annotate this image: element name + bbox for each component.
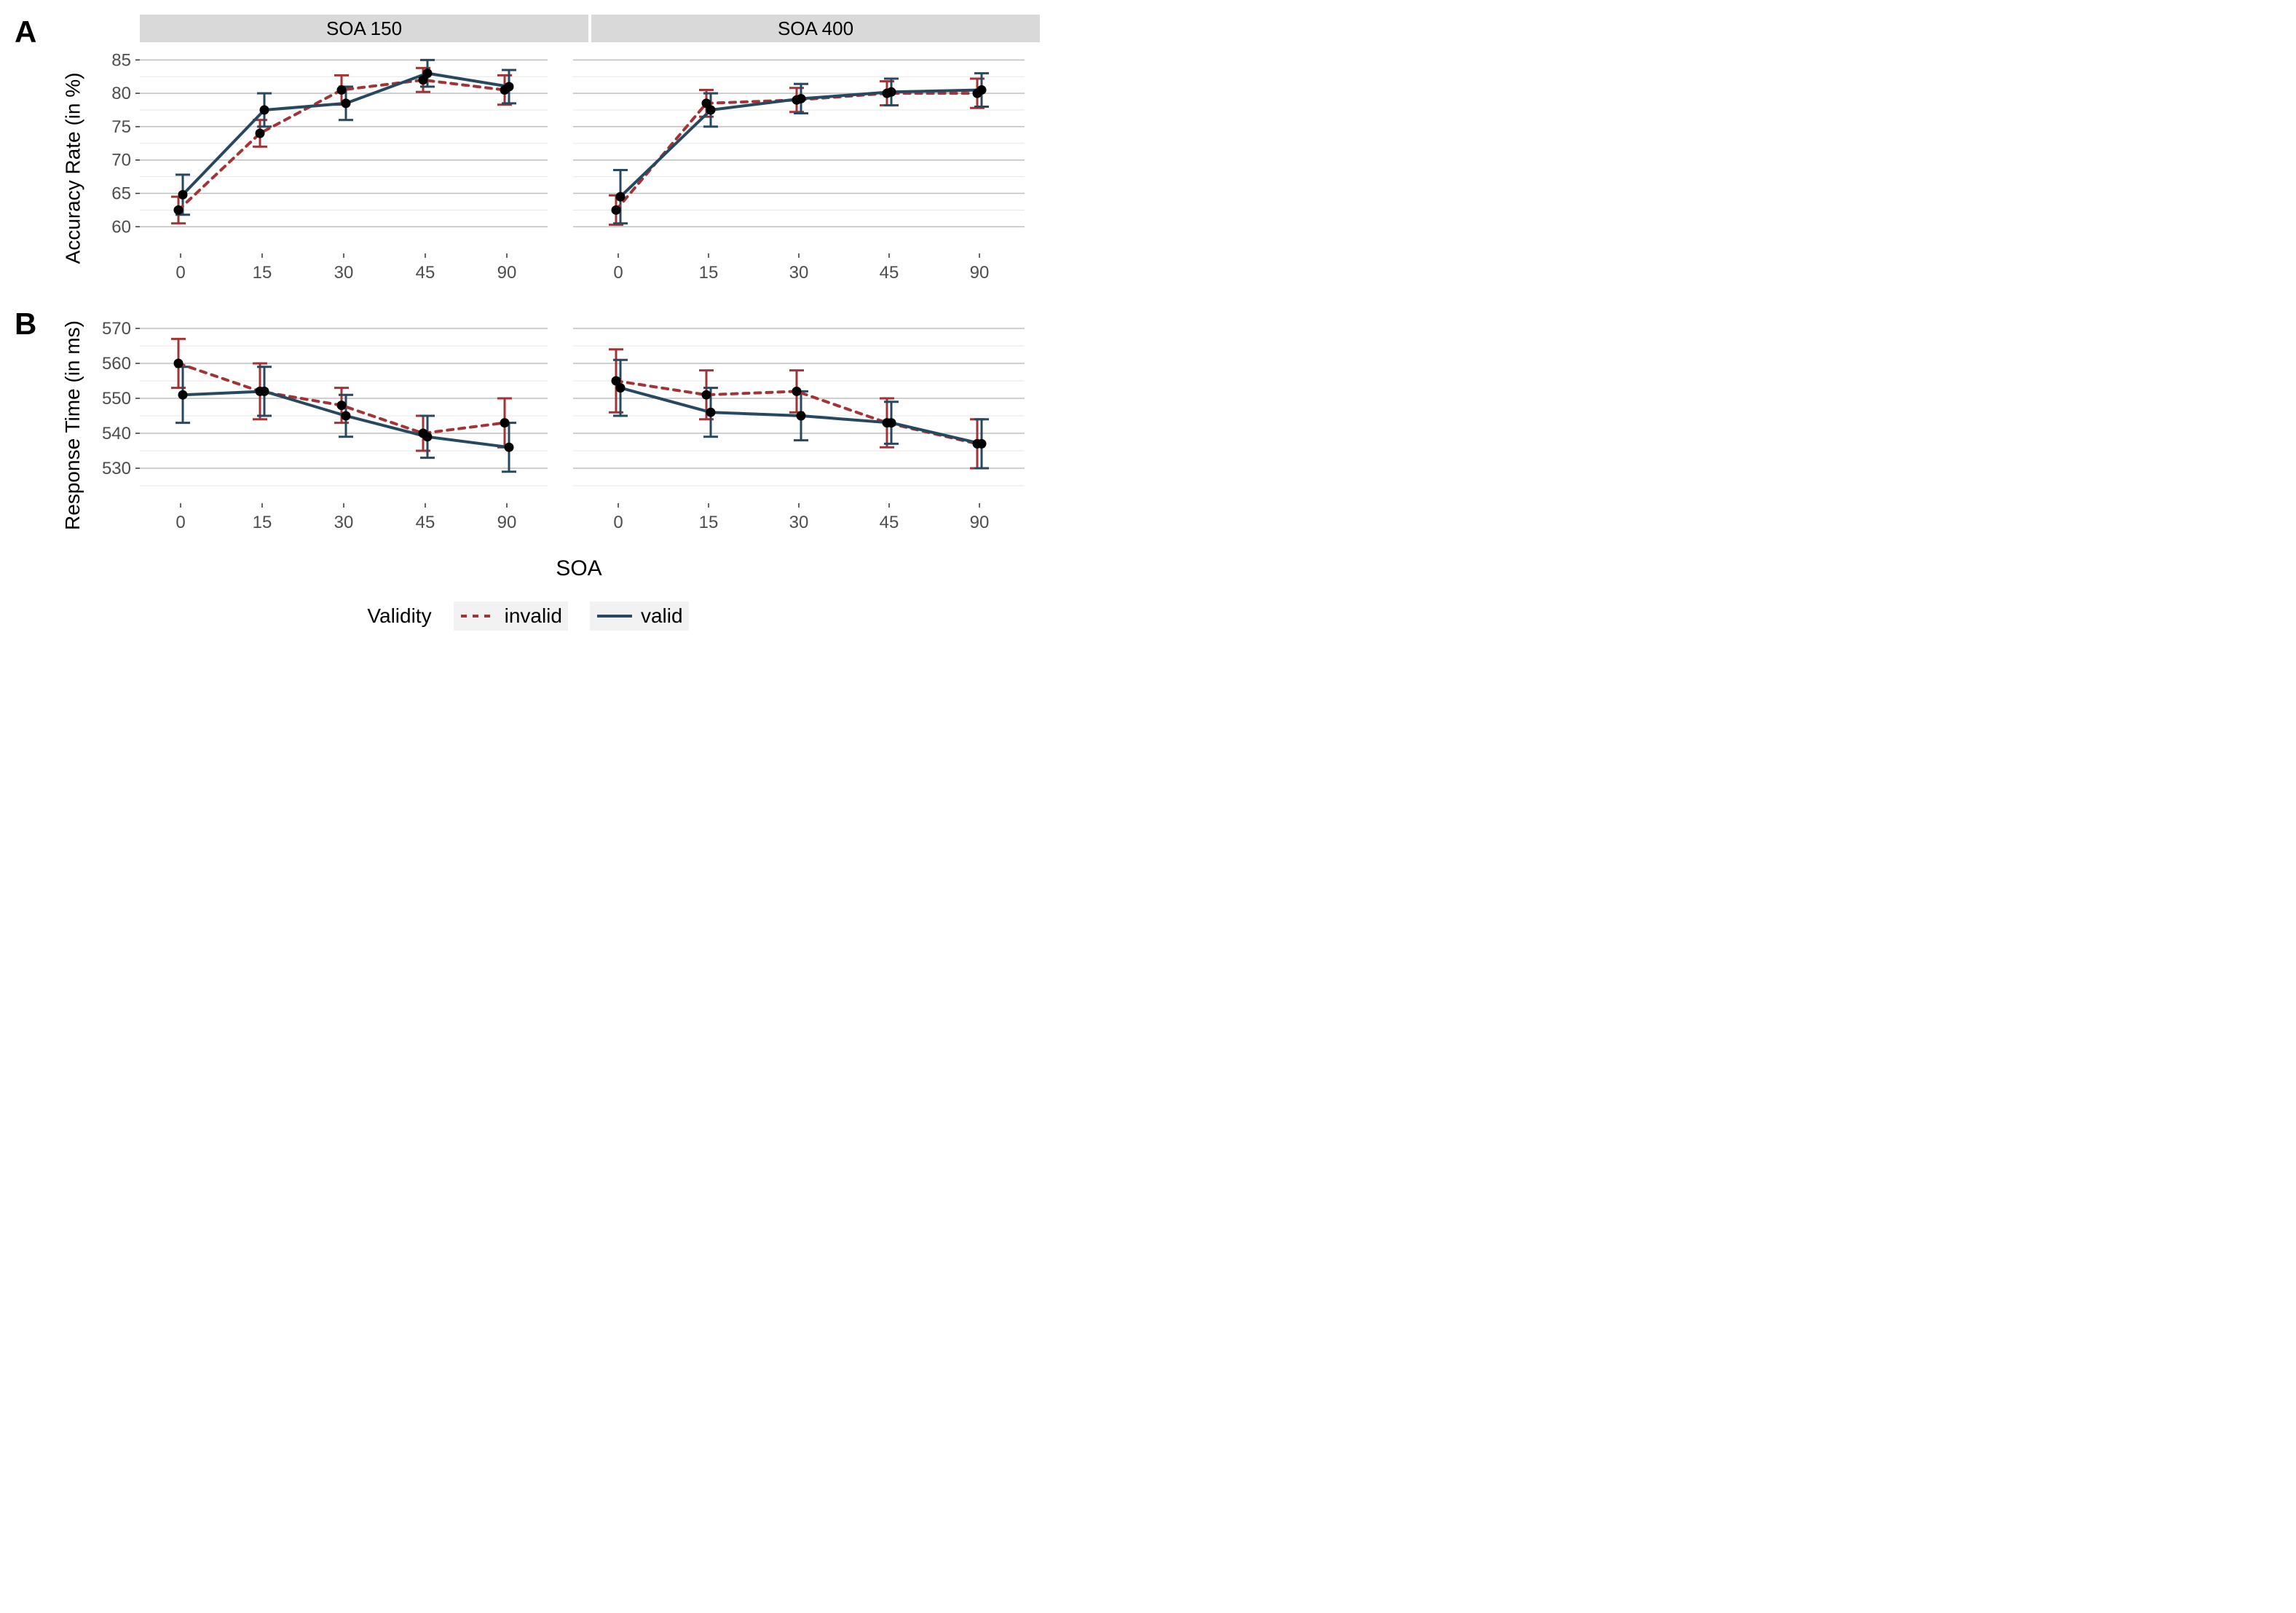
svg-text:65: 65	[111, 184, 131, 204]
panel-a-plot-soa400: 0 15 30 45 90	[566, 42, 1040, 293]
legend-label-invalid: invalid	[505, 604, 562, 628]
svg-text:15: 15	[253, 263, 272, 283]
svg-text:550: 550	[102, 389, 131, 409]
legend-title: Validity	[367, 604, 431, 628]
svg-text:90: 90	[970, 263, 990, 283]
svg-text:85: 85	[111, 50, 131, 70]
svg-text:45: 45	[880, 263, 899, 283]
panel-a-facet-row: Accuracy Rate (in %) 60 65 70 75 80 85 0 15 30 45…	[58, 42, 1041, 293]
svg-text:15: 15	[699, 263, 719, 283]
panel-b-svg-soa150: 530 540 550 560 570 0 15 30 45 90	[89, 307, 555, 540]
panel-a-y-title: Accuracy Rate (in %)	[58, 42, 87, 293]
panel-a-label: A	[15, 15, 58, 50]
panel-b-plot-soa150: 530 540 550 560 570 0 15 30 45 90	[89, 307, 563, 543]
panel-a-row: A SOA 150 SOA 400 Accuracy Rate (in %) 6…	[15, 15, 1041, 293]
panel-b-label: B	[15, 307, 58, 342]
svg-text:60: 60	[111, 217, 131, 237]
legend-swatch-invalid	[459, 607, 497, 625]
svg-text:570: 570	[102, 319, 131, 339]
panel-a-svg-soa400: 0 15 30 45 90	[566, 42, 1032, 290]
panel-b-charts: Response Time (in ms) 530 540 550 560 570 0 15…	[58, 307, 1041, 581]
panel-b-y-title: Response Time (in ms)	[58, 307, 87, 543]
svg-text:45: 45	[416, 263, 435, 283]
svg-text:0: 0	[613, 513, 623, 532]
figure-root: A SOA 150 SOA 400 Accuracy Rate (in %) 6…	[0, 0, 1070, 645]
svg-text:30: 30	[789, 263, 809, 283]
svg-text:90: 90	[970, 513, 990, 532]
legend-item-valid: valid	[590, 602, 689, 631]
svg-text:90: 90	[497, 513, 517, 532]
x-axis-title: SOA	[117, 556, 1041, 581]
svg-text:90: 90	[497, 263, 517, 283]
svg-text:15: 15	[699, 513, 719, 532]
legend-label-valid: valid	[641, 604, 683, 628]
svg-text:540: 540	[102, 424, 131, 443]
svg-text:70: 70	[111, 151, 131, 170]
svg-text:0: 0	[613, 263, 623, 283]
svg-text:80: 80	[111, 84, 131, 103]
svg-text:0: 0	[175, 513, 185, 532]
panel-b-plots: 530 540 550 560 570 0 15 30 45 90 0 15 30 45 90	[87, 307, 1041, 543]
legend: Validity invalid valid	[15, 602, 1041, 631]
svg-text:45: 45	[880, 513, 899, 532]
facet-strips: SOA 150 SOA 400	[138, 15, 1041, 42]
svg-text:15: 15	[253, 513, 272, 532]
facet-strip-soa150: SOA 150	[140, 15, 588, 42]
svg-text:530: 530	[102, 459, 131, 478]
panel-a-charts: SOA 150 SOA 400 Accuracy Rate (in %) 606…	[58, 15, 1041, 293]
panel-b-svg-soa400: 0 15 30 45 90	[566, 307, 1032, 540]
legend-swatch-valid	[596, 607, 634, 625]
legend-item-invalid: invalid	[454, 602, 568, 631]
panel-a-plots: 60 65 70 75 80 85 0 15 30 45 90 0 15 30 45 90	[87, 42, 1041, 293]
svg-text:30: 30	[334, 263, 354, 283]
svg-text:30: 30	[789, 513, 809, 532]
panel-b-facet-row: Response Time (in ms) 530 540 550 560 570 0 15…	[58, 307, 1041, 543]
panel-a-svg-soa150: 60 65 70 75 80 85 0 15 30 45 90	[89, 42, 555, 290]
panel-b-plot-soa400: 0 15 30 45 90	[566, 307, 1040, 543]
svg-text:30: 30	[334, 513, 354, 532]
facet-strip-soa400: SOA 400	[591, 15, 1040, 42]
svg-text:45: 45	[416, 513, 435, 532]
panel-b-row: B Response Time (in ms) 530 540 550 560 570 0…	[15, 307, 1041, 581]
svg-text:0: 0	[175, 263, 185, 283]
panel-a-plot-soa150: 60 65 70 75 80 85 0 15 30 45 90	[89, 42, 563, 293]
svg-text:75: 75	[111, 117, 131, 137]
svg-text:560: 560	[102, 354, 131, 374]
